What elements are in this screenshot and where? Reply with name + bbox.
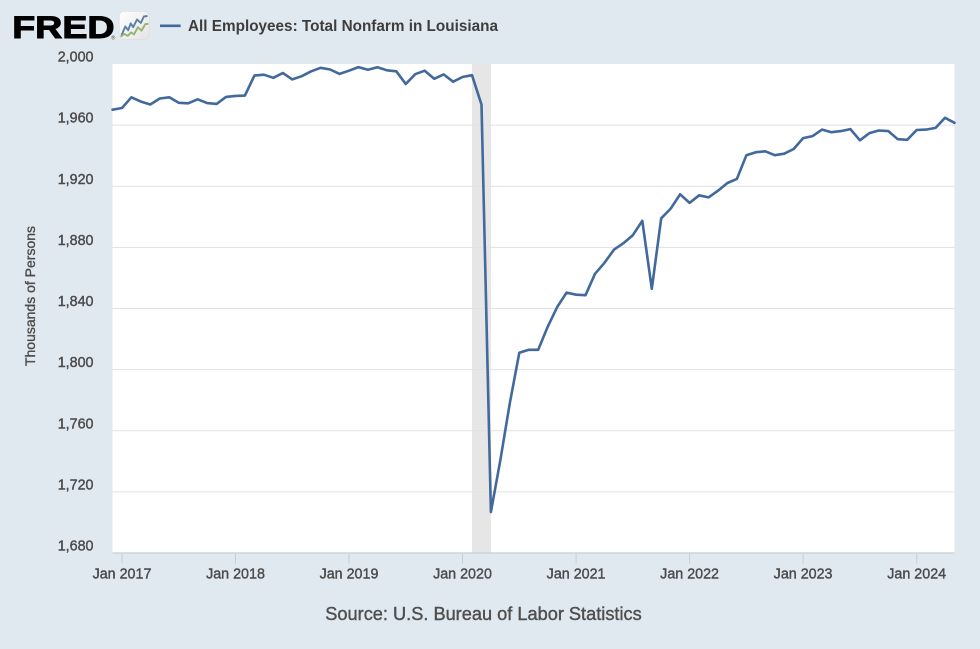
svg-text:Jan 2018: Jan 2018 [206, 567, 265, 583]
svg-text:1,880: 1,880 [58, 233, 94, 249]
svg-text:All Employees: Total Nonfarm i: All Employees: Total Nonfarm in Louisian… [188, 18, 498, 35]
svg-text:1,720: 1,720 [58, 477, 94, 493]
svg-text:Source: U.S. Bureau of Labor S: Source: U.S. Bureau of Labor Statistics [325, 604, 641, 624]
svg-text:Jan 2023: Jan 2023 [774, 567, 833, 583]
svg-text:Jan 2024: Jan 2024 [887, 567, 946, 583]
svg-text:Thousands of Persons: Thousands of Persons [22, 226, 38, 366]
svg-text:2,000: 2,000 [58, 50, 94, 66]
svg-text:1,680: 1,680 [58, 539, 94, 555]
svg-text:1,960: 1,960 [58, 111, 94, 127]
svg-text:Jan 2022: Jan 2022 [660, 567, 719, 583]
svg-text:1,760: 1,760 [58, 416, 94, 432]
svg-text:®: ® [111, 34, 115, 41]
svg-text:Jan 2020: Jan 2020 [433, 567, 492, 583]
svg-text:1,920: 1,920 [58, 172, 94, 188]
svg-text:Jan 2017: Jan 2017 [93, 567, 152, 583]
svg-text:Jan 2019: Jan 2019 [320, 567, 379, 583]
svg-text:Jan 2021: Jan 2021 [547, 567, 606, 583]
svg-text:1,840: 1,840 [58, 294, 94, 310]
svg-text:FRED: FRED [12, 11, 114, 45]
svg-text:1,800: 1,800 [58, 355, 94, 371]
